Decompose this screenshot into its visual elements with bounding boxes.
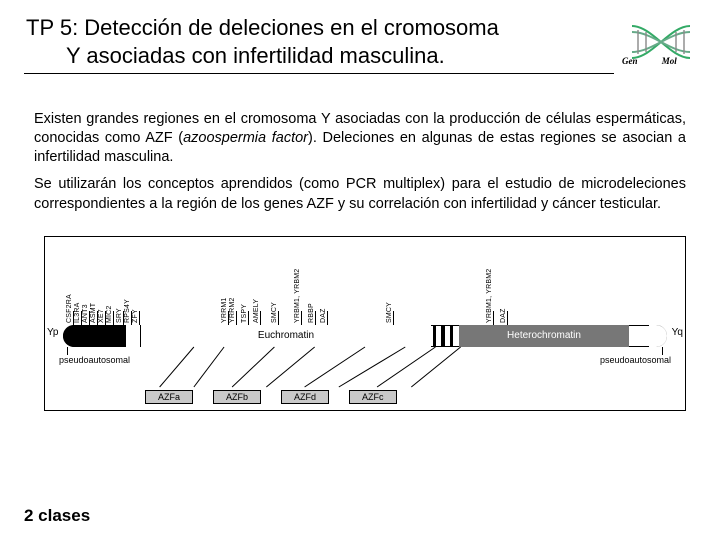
gene-label: MIC2: [106, 305, 113, 323]
body-text: Existen grandes regiones en el cromosoma…: [20, 110, 700, 214]
gene-label: DAZ: [500, 308, 507, 323]
gene-label: AMELY: [253, 298, 260, 322]
logo-text: Gen Mol: [622, 56, 677, 66]
paragraph-1: Existen grandes regiones en el cromosoma…: [34, 110, 686, 167]
yp-label: Yp: [47, 327, 59, 338]
azf-row: AZFa AZFb AZFd AZFc: [145, 390, 397, 404]
title-block: TP 5: Detección de deleciones en el crom…: [20, 14, 614, 74]
gene-label: RBBP: [308, 303, 315, 323]
chrom-q-arm-cap: [649, 325, 667, 347]
chrom-centromere: [125, 325, 141, 347]
gene-label: ZFY: [132, 309, 139, 323]
chrom-bands: [431, 325, 459, 347]
gene-label: YRBM1, YRBM2: [294, 268, 301, 322]
header: TP 5: Detección de deleciones en el crom…: [20, 14, 700, 74]
gene-label: YRRM2: [229, 297, 236, 323]
azf-box: AZFa: [145, 390, 193, 404]
slide-title: TP 5: Detección de deleciones en el crom…: [24, 14, 614, 74]
gene-label: ASMT: [90, 302, 97, 322]
euchromatin-label: Euchromatin: [141, 325, 431, 347]
paragraph-2: Se utilizarán los conceptos aprendidos (…: [34, 175, 686, 213]
gene-label: YRBM1, YRBM2: [486, 268, 493, 322]
gene-label: DAZ: [320, 308, 327, 323]
gene-labels: CSF2RA IL3RA ANT3 ASMT XE7 MIC2 SRY RPS4…: [63, 243, 667, 323]
logo: Gen Mol: [622, 16, 700, 68]
title-line1: TP 5: Detección de deleciones en el crom…: [26, 15, 499, 40]
p1-em: azoospermia factor: [183, 130, 308, 146]
heterochromatin-label: Heterochromatin: [459, 325, 629, 347]
gene-label: SMCY: [271, 302, 278, 323]
gene-label: XE7: [98, 309, 105, 323]
azf-fan-lines: [63, 347, 667, 387]
gene-label: IL3RA: [74, 302, 81, 322]
gene-label: RPS4Y: [124, 299, 131, 323]
azf-box: AZFd: [281, 390, 329, 404]
logo-gen: Gen: [622, 56, 638, 66]
gene-label: CSF2RA: [66, 294, 73, 323]
gene-label: SRY: [116, 308, 123, 323]
chromosome-ideogram: Euchromatin Heterochromatin: [63, 325, 667, 347]
title-line2: Y asociadas con infertilidad masculina.: [26, 42, 554, 70]
chrom-p-arm-cap: [63, 325, 125, 347]
slide: TP 5: Detección de deleciones en el crom…: [0, 0, 720, 540]
yq-label: Yq: [672, 327, 683, 338]
gene-label: ANT3: [82, 304, 89, 323]
gene-label: TSPY: [241, 304, 248, 323]
gene-label: SMCY: [386, 302, 393, 323]
logo-mol: Mol: [662, 56, 677, 66]
chromosome-figure: Yp Yq CSF2RA IL3RA ANT3 ASMT XE7 MIC2 SR…: [44, 236, 686, 411]
gene-label: YRRM1: [221, 297, 228, 323]
footer-text: 2 clases: [24, 506, 90, 526]
azf-box: AZFb: [213, 390, 261, 404]
azf-box: AZFc: [349, 390, 397, 404]
